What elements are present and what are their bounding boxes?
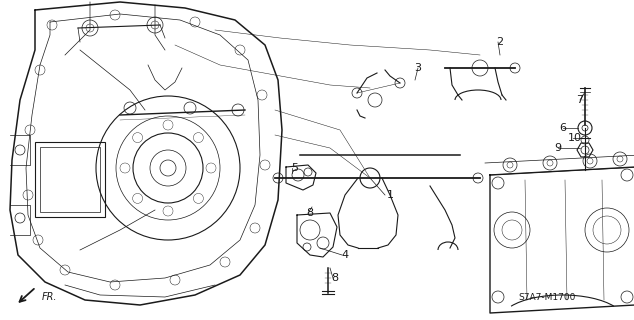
Text: 10: 10 [568, 133, 582, 143]
Text: 6: 6 [559, 123, 567, 133]
Text: 4: 4 [342, 250, 349, 260]
Text: 9: 9 [555, 143, 562, 153]
Text: 3: 3 [415, 63, 422, 73]
Bar [35, 142, 105, 217]
Text: S7A7-M1700: S7A7-M1700 [519, 293, 576, 302]
Text: 5: 5 [292, 163, 299, 173]
Text: 8: 8 [306, 208, 314, 218]
Bar [40, 147, 100, 212]
Text: 8: 8 [332, 273, 339, 283]
Text: 2: 2 [496, 37, 503, 47]
Text: FR.: FR. [42, 292, 58, 302]
Text: 1: 1 [387, 190, 394, 200]
Text: 7: 7 [576, 95, 583, 105]
